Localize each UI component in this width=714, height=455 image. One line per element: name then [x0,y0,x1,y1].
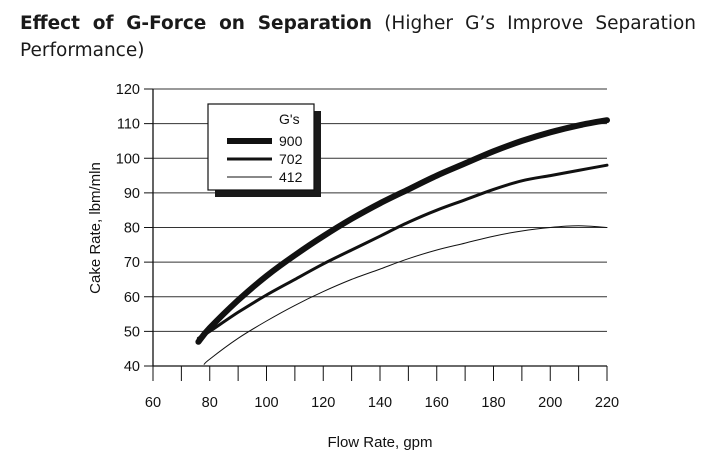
legend: G's 900 702 412 [207,103,321,197]
chart-title-bold: Effect of G-Force on Separation [20,13,372,34]
y-tick-label: 50 [124,324,140,340]
legend-box [207,103,315,191]
legend-title: G's [279,111,300,127]
y-tick-label: 120 [116,82,140,98]
y-tick-label: 110 [117,117,140,133]
x-tick-label: 140 [368,395,392,411]
x-tick-label: 160 [425,395,449,411]
chart-title: Effect of G-Force on Separation (Higher … [20,10,696,64]
series-line-702 [196,163,609,340]
x-axis-ticks: 60 80 100 120 140 160 180 200 220 [145,366,619,411]
x-tick-label: 180 [481,395,505,411]
y-axis-ticks: 40 50 60 70 80 90 100 110 120 [116,82,153,375]
legend-label-412: 412 [279,169,303,185]
x-tick-label: 60 [145,395,161,411]
x-tick-label: 80 [202,395,218,411]
y-tick-label: 60 [124,290,140,306]
y-tick-label: 70 [124,255,140,271]
y-tick-label: 40 [124,359,140,375]
series-line-412 [203,225,608,365]
y-tick-label: 80 [124,221,140,237]
legend-label-702: 702 [279,151,303,167]
x-tick-label: 200 [538,395,562,411]
x-tick-label: 220 [595,395,619,411]
x-tick-label: 120 [311,395,335,411]
legend-label-900: 900 [279,133,303,149]
y-tick-label: 90 [124,186,140,202]
y-tick-label: 100 [116,151,140,167]
x-tick-label: 100 [254,395,278,411]
series-line-900 [195,117,610,345]
series-lines [195,117,610,365]
chart-title-subtitle: (Higher G’s Improve Separation Performan… [20,13,697,61]
x-axis-label: Flow Rate, gpm [327,434,432,451]
y-axis-label: Cake Rate, lbm/mln [87,162,104,294]
